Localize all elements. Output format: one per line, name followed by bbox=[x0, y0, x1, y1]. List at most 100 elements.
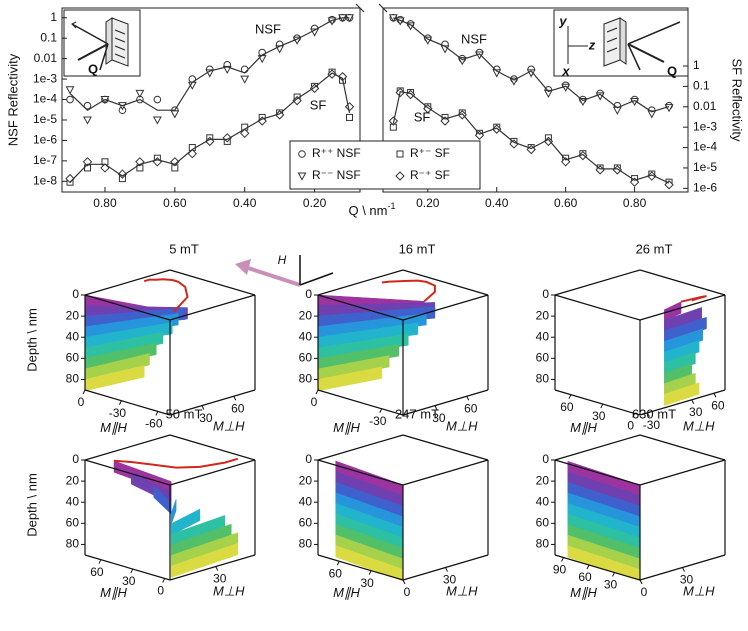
depth-tick-label: 60 bbox=[536, 516, 550, 530]
y-tick-label: 1e-4 bbox=[33, 92, 57, 106]
legend-box bbox=[289, 140, 481, 190]
perp-axis-label: M⊥H bbox=[683, 584, 715, 599]
x-tick-label: 0.20 bbox=[416, 196, 440, 210]
par-tick-label: -30 bbox=[369, 414, 387, 428]
box-edge bbox=[84, 389, 171, 416]
marker-diamond bbox=[240, 128, 250, 139]
depth-tick-label: 40 bbox=[536, 494, 550, 508]
perp-tick bbox=[639, 579, 643, 585]
y-tick-label: 1e-8 bbox=[33, 173, 57, 187]
perp-axis-label: M⊥H bbox=[446, 584, 478, 599]
par-tick-label: 30 bbox=[122, 574, 136, 588]
box-edge bbox=[317, 294, 404, 321]
box-edge bbox=[639, 294, 726, 321]
legend-label: R⁻⁺ SF bbox=[410, 168, 450, 182]
left-inset bbox=[63, 9, 141, 77]
legend-label: R⁺⁻ SF bbox=[410, 146, 450, 160]
box-edge bbox=[554, 459, 641, 486]
depth-tick-label: 20 bbox=[299, 473, 313, 487]
par-tick-label: 60 bbox=[578, 570, 592, 584]
top-projection bbox=[113, 457, 239, 469]
par-tick bbox=[162, 578, 166, 583]
box-edge bbox=[84, 554, 171, 581]
par-tick-label: -30 bbox=[109, 406, 127, 420]
depth-tick-label: 60 bbox=[299, 351, 313, 365]
y-tick-label: 0.01 bbox=[34, 51, 58, 65]
perp-tick-label: 60 bbox=[464, 401, 478, 415]
depth-tick-label: 60 bbox=[536, 351, 550, 365]
par-tick-label: 30 bbox=[592, 409, 606, 423]
perp-tick bbox=[691, 399, 695, 405]
profile-strip bbox=[664, 301, 682, 322]
hatch bbox=[114, 29, 126, 35]
par-tick bbox=[586, 564, 590, 570]
box-edge bbox=[639, 269, 726, 296]
marker-triangle bbox=[664, 104, 674, 113]
marker-triangle bbox=[543, 89, 553, 99]
y-tick-label: 1e-7 bbox=[33, 153, 57, 167]
depth-tick-label: 60 bbox=[66, 351, 80, 365]
x-tick-label: 0.20 bbox=[303, 196, 327, 210]
box-edge bbox=[639, 459, 726, 486]
perp-axis-label: M⊥H bbox=[213, 419, 245, 434]
depth-tick-label: 20 bbox=[66, 308, 80, 322]
sample-block bbox=[603, 17, 621, 67]
box-edge bbox=[317, 459, 404, 486]
perp-axis-label: M⊥H bbox=[213, 584, 245, 599]
legend-marker bbox=[395, 171, 405, 181]
par-tick bbox=[315, 389, 319, 395]
box-edge bbox=[169, 269, 256, 296]
marker-diamond bbox=[274, 110, 285, 120]
box-edge bbox=[402, 389, 489, 416]
depth-tick-label: 0 bbox=[542, 452, 549, 466]
annotation: NSF bbox=[461, 31, 487, 46]
hatch bbox=[606, 47, 618, 53]
box-edge bbox=[554, 294, 641, 321]
panel-title: 50 mT bbox=[166, 406, 203, 421]
profile-strip bbox=[664, 316, 707, 343]
box-edge bbox=[402, 459, 489, 486]
beam-arrow bbox=[99, 43, 109, 71]
depth-axis-label: Depth \ nm bbox=[24, 308, 39, 372]
field-arrow bbox=[244, 265, 301, 287]
profile-strip bbox=[170, 508, 201, 536]
fit-line bbox=[69, 17, 350, 111]
par-tick-label: 60 bbox=[90, 565, 104, 579]
marker-triangle bbox=[647, 110, 657, 119]
right-inset bbox=[553, 9, 689, 77]
box-edge bbox=[317, 389, 404, 416]
box-edge bbox=[554, 389, 641, 416]
depth-tick-label: 40 bbox=[299, 494, 313, 508]
depth-axis-label: Depth \ nm bbox=[24, 473, 39, 537]
x-axis-label: Q \ nm-1 bbox=[348, 201, 395, 218]
par-tick-label: 0 bbox=[311, 395, 318, 409]
marker-square bbox=[346, 113, 354, 121]
perp-tick-label: 0 bbox=[404, 585, 411, 599]
par-tick-label: -60 bbox=[145, 417, 163, 431]
box-edge bbox=[169, 389, 256, 416]
perp-tick-label: 30 bbox=[432, 411, 446, 425]
box-edge bbox=[317, 269, 404, 296]
box-edge bbox=[84, 294, 171, 321]
depth-tick-label: 40 bbox=[66, 494, 80, 508]
field-axis bbox=[299, 272, 334, 286]
depth-tick-label: 20 bbox=[536, 473, 550, 487]
depth-tick-label: 0 bbox=[72, 287, 79, 301]
hatch bbox=[114, 53, 126, 59]
perp-axis-label: M⊥H bbox=[446, 419, 478, 434]
par-tick bbox=[98, 559, 102, 564]
perp-tick bbox=[215, 566, 219, 571]
top-projection bbox=[680, 295, 707, 303]
depth-tick-label: 80 bbox=[536, 372, 550, 386]
x-tick-label: 0.80 bbox=[623, 196, 647, 210]
top-projection bbox=[381, 279, 436, 303]
perp-tick bbox=[434, 405, 438, 410]
annotation: x bbox=[561, 63, 570, 78]
marker-diamond bbox=[440, 116, 450, 126]
fit-line bbox=[393, 17, 670, 113]
marker-diamond bbox=[327, 69, 337, 79]
perp-tick-label: 60 bbox=[711, 398, 725, 412]
depth-tick-label: 80 bbox=[66, 537, 80, 551]
field-symbol: H bbox=[278, 253, 287, 267]
x-axis-label-unit-exponent: -1 bbox=[388, 201, 396, 211]
